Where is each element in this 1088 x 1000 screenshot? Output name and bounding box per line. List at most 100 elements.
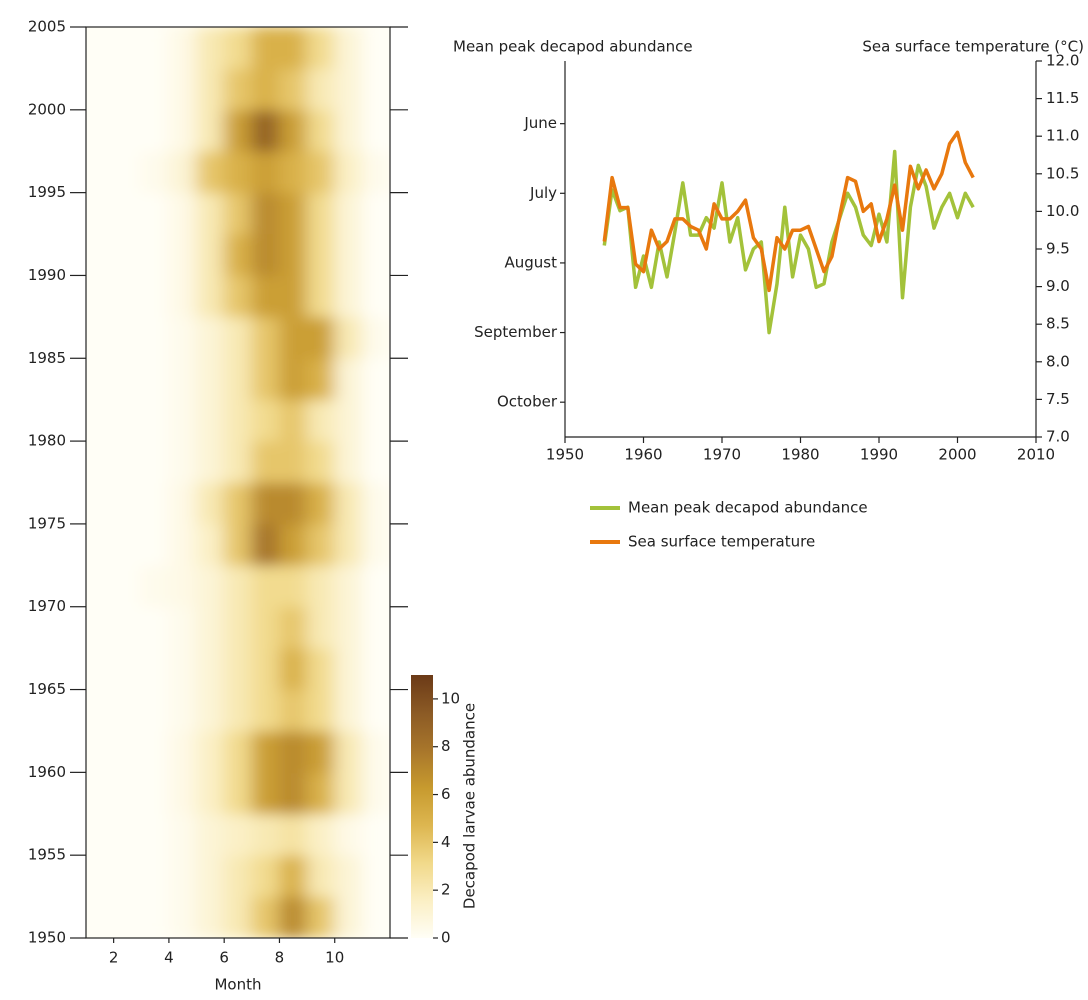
heatmap-cell bbox=[334, 274, 363, 318]
heatmap-cell bbox=[223, 689, 253, 732]
heatmap-cell bbox=[306, 274, 336, 318]
heatmap-cell bbox=[140, 813, 170, 856]
heatmap-cell bbox=[251, 357, 280, 401]
heatmap-cell bbox=[196, 689, 225, 732]
heatmap-cell bbox=[361, 399, 390, 442]
heatmap-cell bbox=[278, 730, 308, 773]
heatmap-cell bbox=[140, 482, 170, 525]
heatmap-cell bbox=[113, 67, 142, 111]
heatmap-cell bbox=[334, 109, 363, 152]
y2-tick-label: 12.0 bbox=[1046, 52, 1079, 70]
heatmap-cell bbox=[168, 274, 198, 318]
heatmap-cell bbox=[113, 357, 142, 401]
y2-axis-label: Sea surface temperature (°C) bbox=[862, 38, 1084, 56]
heatmap-cell bbox=[251, 689, 280, 732]
heatmap-cell bbox=[223, 109, 253, 152]
plot-frame bbox=[85, 26, 391, 939]
heatmap-cell bbox=[168, 440, 198, 483]
y2-tick-label: 10.5 bbox=[1046, 164, 1079, 182]
heatmap-cell bbox=[306, 192, 336, 235]
heatmap-cell bbox=[168, 109, 198, 152]
heatmap-cell bbox=[361, 647, 390, 691]
heatmap-cell bbox=[306, 67, 336, 111]
heatmap-cell bbox=[278, 316, 308, 359]
heatmap-cell bbox=[196, 606, 225, 649]
heatmap-cell bbox=[278, 564, 308, 608]
heatmap-cell bbox=[251, 399, 280, 442]
heatmap-cells bbox=[86, 27, 390, 938]
y-tick-label: 1990 bbox=[28, 266, 66, 284]
y-tick-label: 1955 bbox=[28, 846, 66, 864]
heatmap-cell bbox=[306, 689, 336, 732]
y2-tick-label: 8.5 bbox=[1046, 315, 1070, 333]
legend-label: Mean peak decapod abundance bbox=[628, 499, 868, 517]
heatmap-cell bbox=[86, 771, 115, 815]
y2-tick-label: 11.5 bbox=[1046, 89, 1079, 107]
y2-tick-label: 10.0 bbox=[1046, 202, 1079, 220]
heatmap-cell bbox=[334, 482, 363, 525]
x-tick-label: 1950 bbox=[546, 446, 584, 464]
heatmap-cell bbox=[140, 896, 170, 938]
y-tick-label: 1985 bbox=[28, 349, 66, 367]
x-tick-label: 8 bbox=[275, 949, 285, 967]
heatmap-cell bbox=[140, 399, 170, 442]
heatmap-cell bbox=[168, 689, 198, 732]
heatmap-cell bbox=[251, 523, 280, 566]
heatmap-cell bbox=[140, 150, 170, 194]
heatmap-cell bbox=[113, 399, 142, 442]
heatmap-cell bbox=[223, 730, 253, 773]
heatmap-cell bbox=[113, 192, 142, 235]
heatmap-cell bbox=[196, 730, 225, 773]
heatmap-cell bbox=[278, 896, 308, 938]
heatmap-cell bbox=[361, 150, 390, 194]
heatmap-cell bbox=[168, 150, 198, 194]
heatmap-cell bbox=[251, 192, 280, 235]
heatmap-cell bbox=[223, 357, 253, 401]
heatmap-cell bbox=[251, 440, 280, 483]
heatmap-cell bbox=[113, 813, 142, 856]
y-tick-label: July bbox=[529, 184, 557, 202]
heatmap-cell bbox=[334, 523, 363, 566]
heatmap-cell bbox=[196, 523, 225, 566]
heatmap-cell bbox=[251, 730, 280, 773]
heatmap-cell bbox=[140, 192, 170, 235]
heatmap-cell bbox=[278, 150, 308, 194]
heatmap-cell bbox=[113, 647, 142, 691]
heatmap-cell bbox=[223, 192, 253, 235]
y-tick-label: 1975 bbox=[28, 514, 66, 532]
heatmap-cell bbox=[113, 854, 142, 898]
heatmap-cell bbox=[334, 647, 363, 691]
heatmap-cell bbox=[113, 150, 142, 194]
heatmap-cell bbox=[251, 482, 280, 525]
heatmap-cell bbox=[86, 109, 115, 152]
heatmap-cell bbox=[168, 399, 198, 442]
heatmap-cell bbox=[251, 233, 280, 276]
heatmap-cell bbox=[361, 606, 390, 649]
heatmap-cell bbox=[113, 730, 142, 773]
heatmap-cell bbox=[278, 27, 308, 69]
heatmap-cell bbox=[361, 689, 390, 732]
y-tick-label: 1960 bbox=[28, 763, 66, 781]
heatmap-cell bbox=[306, 233, 336, 276]
heatmap-cell bbox=[140, 647, 170, 691]
heatmap-cell bbox=[196, 647, 225, 691]
heatmap-cell bbox=[251, 771, 280, 815]
heatmap-cell bbox=[223, 150, 253, 194]
heatmap-cell bbox=[223, 482, 253, 525]
heatmap-cell bbox=[278, 440, 308, 483]
heatmap-cell bbox=[278, 771, 308, 815]
heatmap-cell bbox=[196, 150, 225, 194]
heatmap-cell bbox=[306, 27, 336, 69]
heatmap-cell bbox=[140, 689, 170, 732]
heatmap-cell bbox=[361, 482, 390, 525]
heatmap-cell bbox=[168, 771, 198, 815]
heatmap-cell bbox=[278, 689, 308, 732]
heatmap-cell bbox=[86, 606, 115, 649]
heatmap-cell bbox=[361, 564, 390, 608]
x-tick-label: 1990 bbox=[860, 446, 898, 464]
heatmap-cell bbox=[86, 730, 115, 773]
heatmap-cell bbox=[361, 440, 390, 483]
y-tick-label: October bbox=[497, 393, 558, 411]
y-tick-label: 2000 bbox=[28, 100, 66, 118]
